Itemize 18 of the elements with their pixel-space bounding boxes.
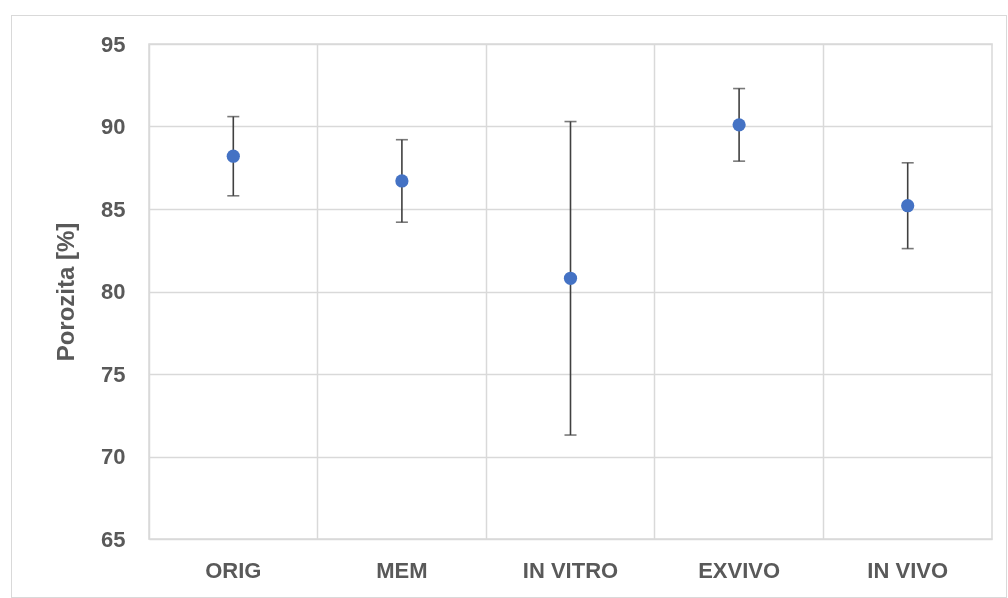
y-tick-label: 70 [101,444,126,469]
point [563,271,578,285]
y-tick-label: 75 [101,361,126,387]
x-tick-label: IN VITRO [522,557,619,583]
y-tick-label: 85 [101,196,126,222]
y-tick-label: 95 [101,31,126,57]
y-axis-title: Porozita [%] [52,222,80,362]
x-tick-label: IN VIVO [867,557,949,583]
x-tick-label: EXVIVO [698,557,781,583]
y-tick-label: 90 [101,114,126,139]
point [395,174,409,188]
point [226,149,240,163]
x-tick-label: ORIG [205,557,262,583]
x-tick-label: MEM [376,557,428,583]
y-tick-label: 80 [101,279,126,304]
point [732,118,746,132]
y-tick-label: 65 [101,526,126,552]
point [901,199,915,213]
